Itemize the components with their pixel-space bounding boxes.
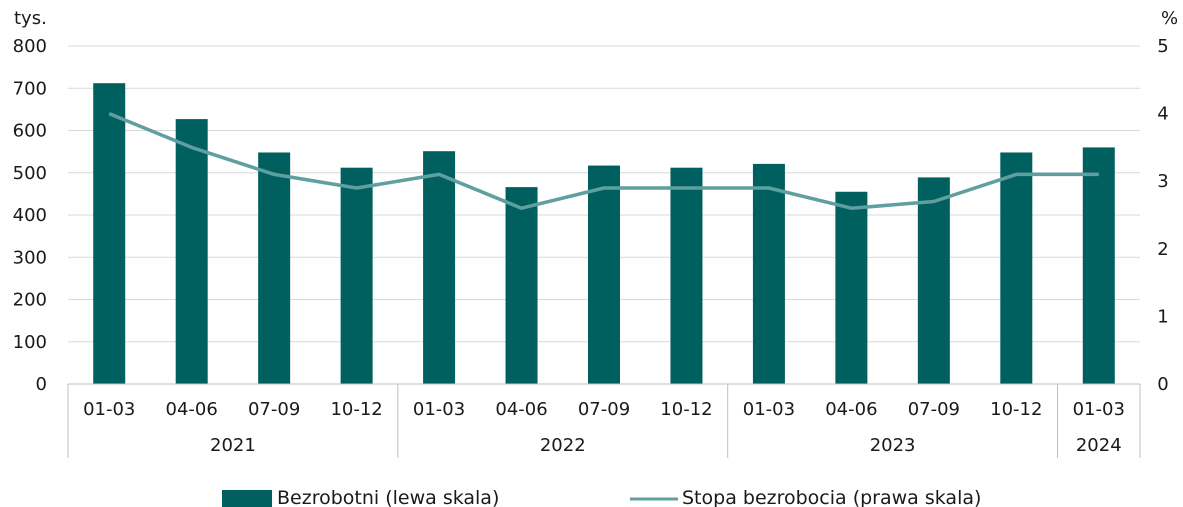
x-tick-label: 04-06 [495, 399, 547, 420]
x-tick-label: 01-03 [743, 399, 795, 420]
bar [835, 191, 868, 384]
x-tick-label: 01-03 [83, 399, 135, 420]
left-tick-label: 500 [13, 163, 47, 184]
left-tick-label: 300 [13, 247, 47, 268]
x-group-label: 2023 [870, 435, 916, 456]
bar [670, 167, 703, 384]
bar [175, 119, 208, 384]
x-tick-label: 07-09 [908, 399, 960, 420]
x-tick-label: 07-09 [248, 399, 300, 420]
x-tick-label: 07-09 [578, 399, 630, 420]
left-tick-label: 800 [13, 36, 47, 57]
bar [340, 167, 373, 384]
x-tick-label: 04-06 [166, 399, 218, 420]
x-tick-label: 10-12 [660, 399, 712, 420]
bar [423, 151, 456, 384]
bar-series [93, 83, 1115, 385]
legend: Bezrobotni (lewa skala) Stopa bezrobocia… [222, 487, 981, 507]
bar [588, 165, 620, 384]
bar [1082, 147, 1115, 384]
x-tick-label: 04-06 [825, 399, 877, 420]
legend-line-label: Stopa bezrobocia (prawa skala) [682, 487, 981, 507]
bar [752, 163, 785, 384]
x-group-label: 2021 [210, 435, 256, 456]
right-tick-label: 3 [1157, 171, 1168, 192]
right-tick-label: 2 [1157, 239, 1168, 260]
bar [93, 83, 126, 385]
left-axis: 0 100 200 300 400 500 600 700 800 [13, 36, 47, 395]
right-axis: 0 1 2 3 4 5 [1157, 36, 1168, 395]
right-tick-label: 5 [1157, 36, 1168, 57]
line-series [108, 111, 1099, 210]
legend-bar-swatch [222, 490, 272, 507]
left-tick-label: 600 [13, 121, 47, 142]
right-axis-unit: % [1161, 8, 1178, 29]
left-axis-unit: tys. [14, 8, 47, 29]
unemployment-rate-line [108, 111, 1099, 210]
left-tick-label: 200 [13, 290, 47, 311]
x-tick-label: 10-12 [330, 399, 382, 420]
right-tick-label: 4 [1157, 104, 1168, 125]
x-tick-label: 01-03 [413, 399, 465, 420]
bar [1000, 152, 1033, 384]
left-tick-label: 0 [36, 374, 47, 395]
right-tick-label: 1 [1157, 306, 1168, 327]
bar [505, 187, 538, 384]
x-group-label: 2022 [540, 435, 586, 456]
left-tick-label: 400 [13, 205, 47, 226]
left-tick-label: 700 [13, 78, 47, 99]
x-group-label: 2024 [1076, 435, 1122, 456]
x-axis: 01-03 04-06 07-09 10-12 01-03 04-06 07-09 10-12… [67, 383, 1141, 458]
x-tick-label: 10-12 [990, 399, 1042, 420]
x-tick-label: 01-03 [1073, 399, 1125, 420]
bar [258, 152, 291, 384]
left-tick-label: 100 [13, 332, 47, 353]
right-tick-label: 0 [1157, 374, 1168, 395]
legend-bar-label: Bezrobotni (lewa skala) [277, 487, 499, 507]
bar [917, 177, 950, 384]
